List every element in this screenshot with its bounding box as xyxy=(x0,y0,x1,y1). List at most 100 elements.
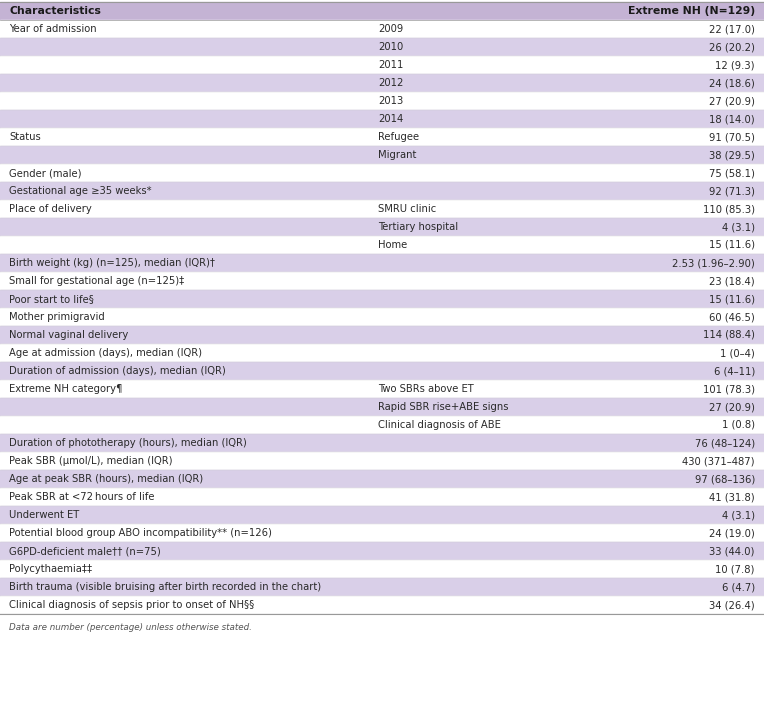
Text: 4 (3.1): 4 (3.1) xyxy=(722,510,755,520)
Bar xyxy=(0,380,764,398)
Text: Peak SBR at <72 hours of life: Peak SBR at <72 hours of life xyxy=(9,492,154,502)
Text: G6PD-deficient male†† (n=75): G6PD-deficient male†† (n=75) xyxy=(9,546,161,556)
Text: Place of delivery: Place of delivery xyxy=(9,204,92,214)
Text: 110 (85.3): 110 (85.3) xyxy=(703,204,755,214)
Text: 2009: 2009 xyxy=(378,24,403,34)
Text: 34 (26.4): 34 (26.4) xyxy=(709,600,755,610)
Text: Data are number (percentage) unless otherwise stated.: Data are number (percentage) unless othe… xyxy=(9,623,252,631)
Text: 2.53 (1.96–2.90): 2.53 (1.96–2.90) xyxy=(672,258,755,268)
Text: Gestational age ≥35 weeks*: Gestational age ≥35 weeks* xyxy=(9,186,152,196)
Text: 76 (48–124): 76 (48–124) xyxy=(694,438,755,448)
Bar xyxy=(0,272,764,290)
Bar xyxy=(0,434,764,452)
Bar xyxy=(0,452,764,470)
Bar xyxy=(0,470,764,488)
Text: Duration of admission (days), median (IQR): Duration of admission (days), median (IQ… xyxy=(9,366,226,376)
Text: 114 (88.4): 114 (88.4) xyxy=(703,330,755,340)
Bar xyxy=(0,362,764,380)
Text: Poor start to life§: Poor start to life§ xyxy=(9,294,94,304)
Text: Underwent ET: Underwent ET xyxy=(9,510,79,520)
Bar xyxy=(0,236,764,254)
Text: 2011: 2011 xyxy=(378,60,403,70)
Text: 10 (7.8): 10 (7.8) xyxy=(715,564,755,574)
Text: 2012: 2012 xyxy=(378,78,403,88)
Text: Extreme NH (N=129): Extreme NH (N=129) xyxy=(628,6,755,16)
Text: Peak SBR (µmol/L), median (IQR): Peak SBR (µmol/L), median (IQR) xyxy=(9,456,173,466)
Text: 15 (11.6): 15 (11.6) xyxy=(709,294,755,304)
Text: Birth weight (kg) (n=125), median (IQR)†: Birth weight (kg) (n=125), median (IQR)† xyxy=(9,258,215,268)
Text: 6 (4–11): 6 (4–11) xyxy=(714,366,755,376)
Text: 1 (0.8): 1 (0.8) xyxy=(722,420,755,430)
Text: Refugee: Refugee xyxy=(378,132,419,142)
Text: Polycythaemia‡‡: Polycythaemia‡‡ xyxy=(9,564,92,574)
Text: Age at peak SBR (hours), median (IQR): Age at peak SBR (hours), median (IQR) xyxy=(9,474,203,484)
Text: 430 (371–487): 430 (371–487) xyxy=(682,456,755,466)
Bar xyxy=(0,524,764,542)
Text: Gender (male): Gender (male) xyxy=(9,168,82,178)
Text: 41 (31.8): 41 (31.8) xyxy=(709,492,755,502)
Bar xyxy=(0,542,764,560)
Text: 92 (71.3): 92 (71.3) xyxy=(709,186,755,196)
Text: 18 (14.0): 18 (14.0) xyxy=(709,114,755,124)
Bar xyxy=(0,560,764,578)
Bar xyxy=(0,2,764,20)
Text: 97 (68–136): 97 (68–136) xyxy=(694,474,755,484)
Text: Tertiary hospital: Tertiary hospital xyxy=(378,222,458,232)
Bar xyxy=(0,74,764,92)
Text: 24 (19.0): 24 (19.0) xyxy=(709,528,755,538)
Text: 6 (4.7): 6 (4.7) xyxy=(722,582,755,592)
Bar xyxy=(0,92,764,110)
Text: 38 (29.5): 38 (29.5) xyxy=(709,150,755,160)
Bar xyxy=(0,146,764,164)
Text: 27 (20.9): 27 (20.9) xyxy=(709,402,755,412)
Text: 26 (20.2): 26 (20.2) xyxy=(709,42,755,52)
Bar xyxy=(0,200,764,218)
Text: 2014: 2014 xyxy=(378,114,403,124)
Text: 15 (11.6): 15 (11.6) xyxy=(709,240,755,250)
Bar xyxy=(0,398,764,416)
Bar xyxy=(0,578,764,596)
Text: Clinical diagnosis of ABE: Clinical diagnosis of ABE xyxy=(378,420,501,430)
Text: 91 (70.5): 91 (70.5) xyxy=(709,132,755,142)
Text: Birth trauma (visible bruising after birth recorded in the chart): Birth trauma (visible bruising after bir… xyxy=(9,582,322,592)
Bar xyxy=(0,164,764,182)
Bar xyxy=(0,290,764,308)
Text: Migrant: Migrant xyxy=(378,150,416,160)
Text: Potential blood group ABO incompatibility** (n=126): Potential blood group ABO incompatibilit… xyxy=(9,528,272,538)
Text: 12 (9.3): 12 (9.3) xyxy=(715,60,755,70)
Text: Clinical diagnosis of sepsis prior to onset of NH§§: Clinical diagnosis of sepsis prior to on… xyxy=(9,600,254,610)
Bar xyxy=(0,110,764,128)
Text: 4 (3.1): 4 (3.1) xyxy=(722,222,755,232)
Text: Mother primigravid: Mother primigravid xyxy=(9,312,105,322)
Text: Extreme NH category¶: Extreme NH category¶ xyxy=(9,384,123,394)
Text: 22 (17.0): 22 (17.0) xyxy=(709,24,755,34)
Text: 23 (18.4): 23 (18.4) xyxy=(709,276,755,286)
Text: 75 (58.1): 75 (58.1) xyxy=(709,168,755,178)
Bar xyxy=(0,488,764,506)
Text: 2010: 2010 xyxy=(378,42,403,52)
Bar xyxy=(0,308,764,326)
Text: Age at admission (days), median (IQR): Age at admission (days), median (IQR) xyxy=(9,348,202,358)
Bar xyxy=(0,416,764,434)
Text: Characteristics: Characteristics xyxy=(9,6,101,16)
Bar xyxy=(0,38,764,56)
Bar xyxy=(0,182,764,200)
Bar xyxy=(0,56,764,74)
Text: Year of admission: Year of admission xyxy=(9,24,97,34)
Bar xyxy=(0,326,764,344)
Text: Rapid SBR rise+ABE signs: Rapid SBR rise+ABE signs xyxy=(378,402,509,412)
Bar xyxy=(0,20,764,38)
Text: 101 (78.3): 101 (78.3) xyxy=(703,384,755,394)
Bar xyxy=(0,506,764,524)
Text: Status: Status xyxy=(9,132,41,142)
Bar xyxy=(0,128,764,146)
Text: Small for gestational age (n=125)‡: Small for gestational age (n=125)‡ xyxy=(9,276,184,286)
Text: Duration of phototherapy (hours), median (IQR): Duration of phototherapy (hours), median… xyxy=(9,438,247,448)
Text: 24 (18.6): 24 (18.6) xyxy=(709,78,755,88)
Bar xyxy=(0,344,764,362)
Text: 60 (46.5): 60 (46.5) xyxy=(709,312,755,322)
Bar xyxy=(0,254,764,272)
Text: 27 (20.9): 27 (20.9) xyxy=(709,96,755,106)
Bar xyxy=(0,218,764,236)
Text: Normal vaginal delivery: Normal vaginal delivery xyxy=(9,330,128,340)
